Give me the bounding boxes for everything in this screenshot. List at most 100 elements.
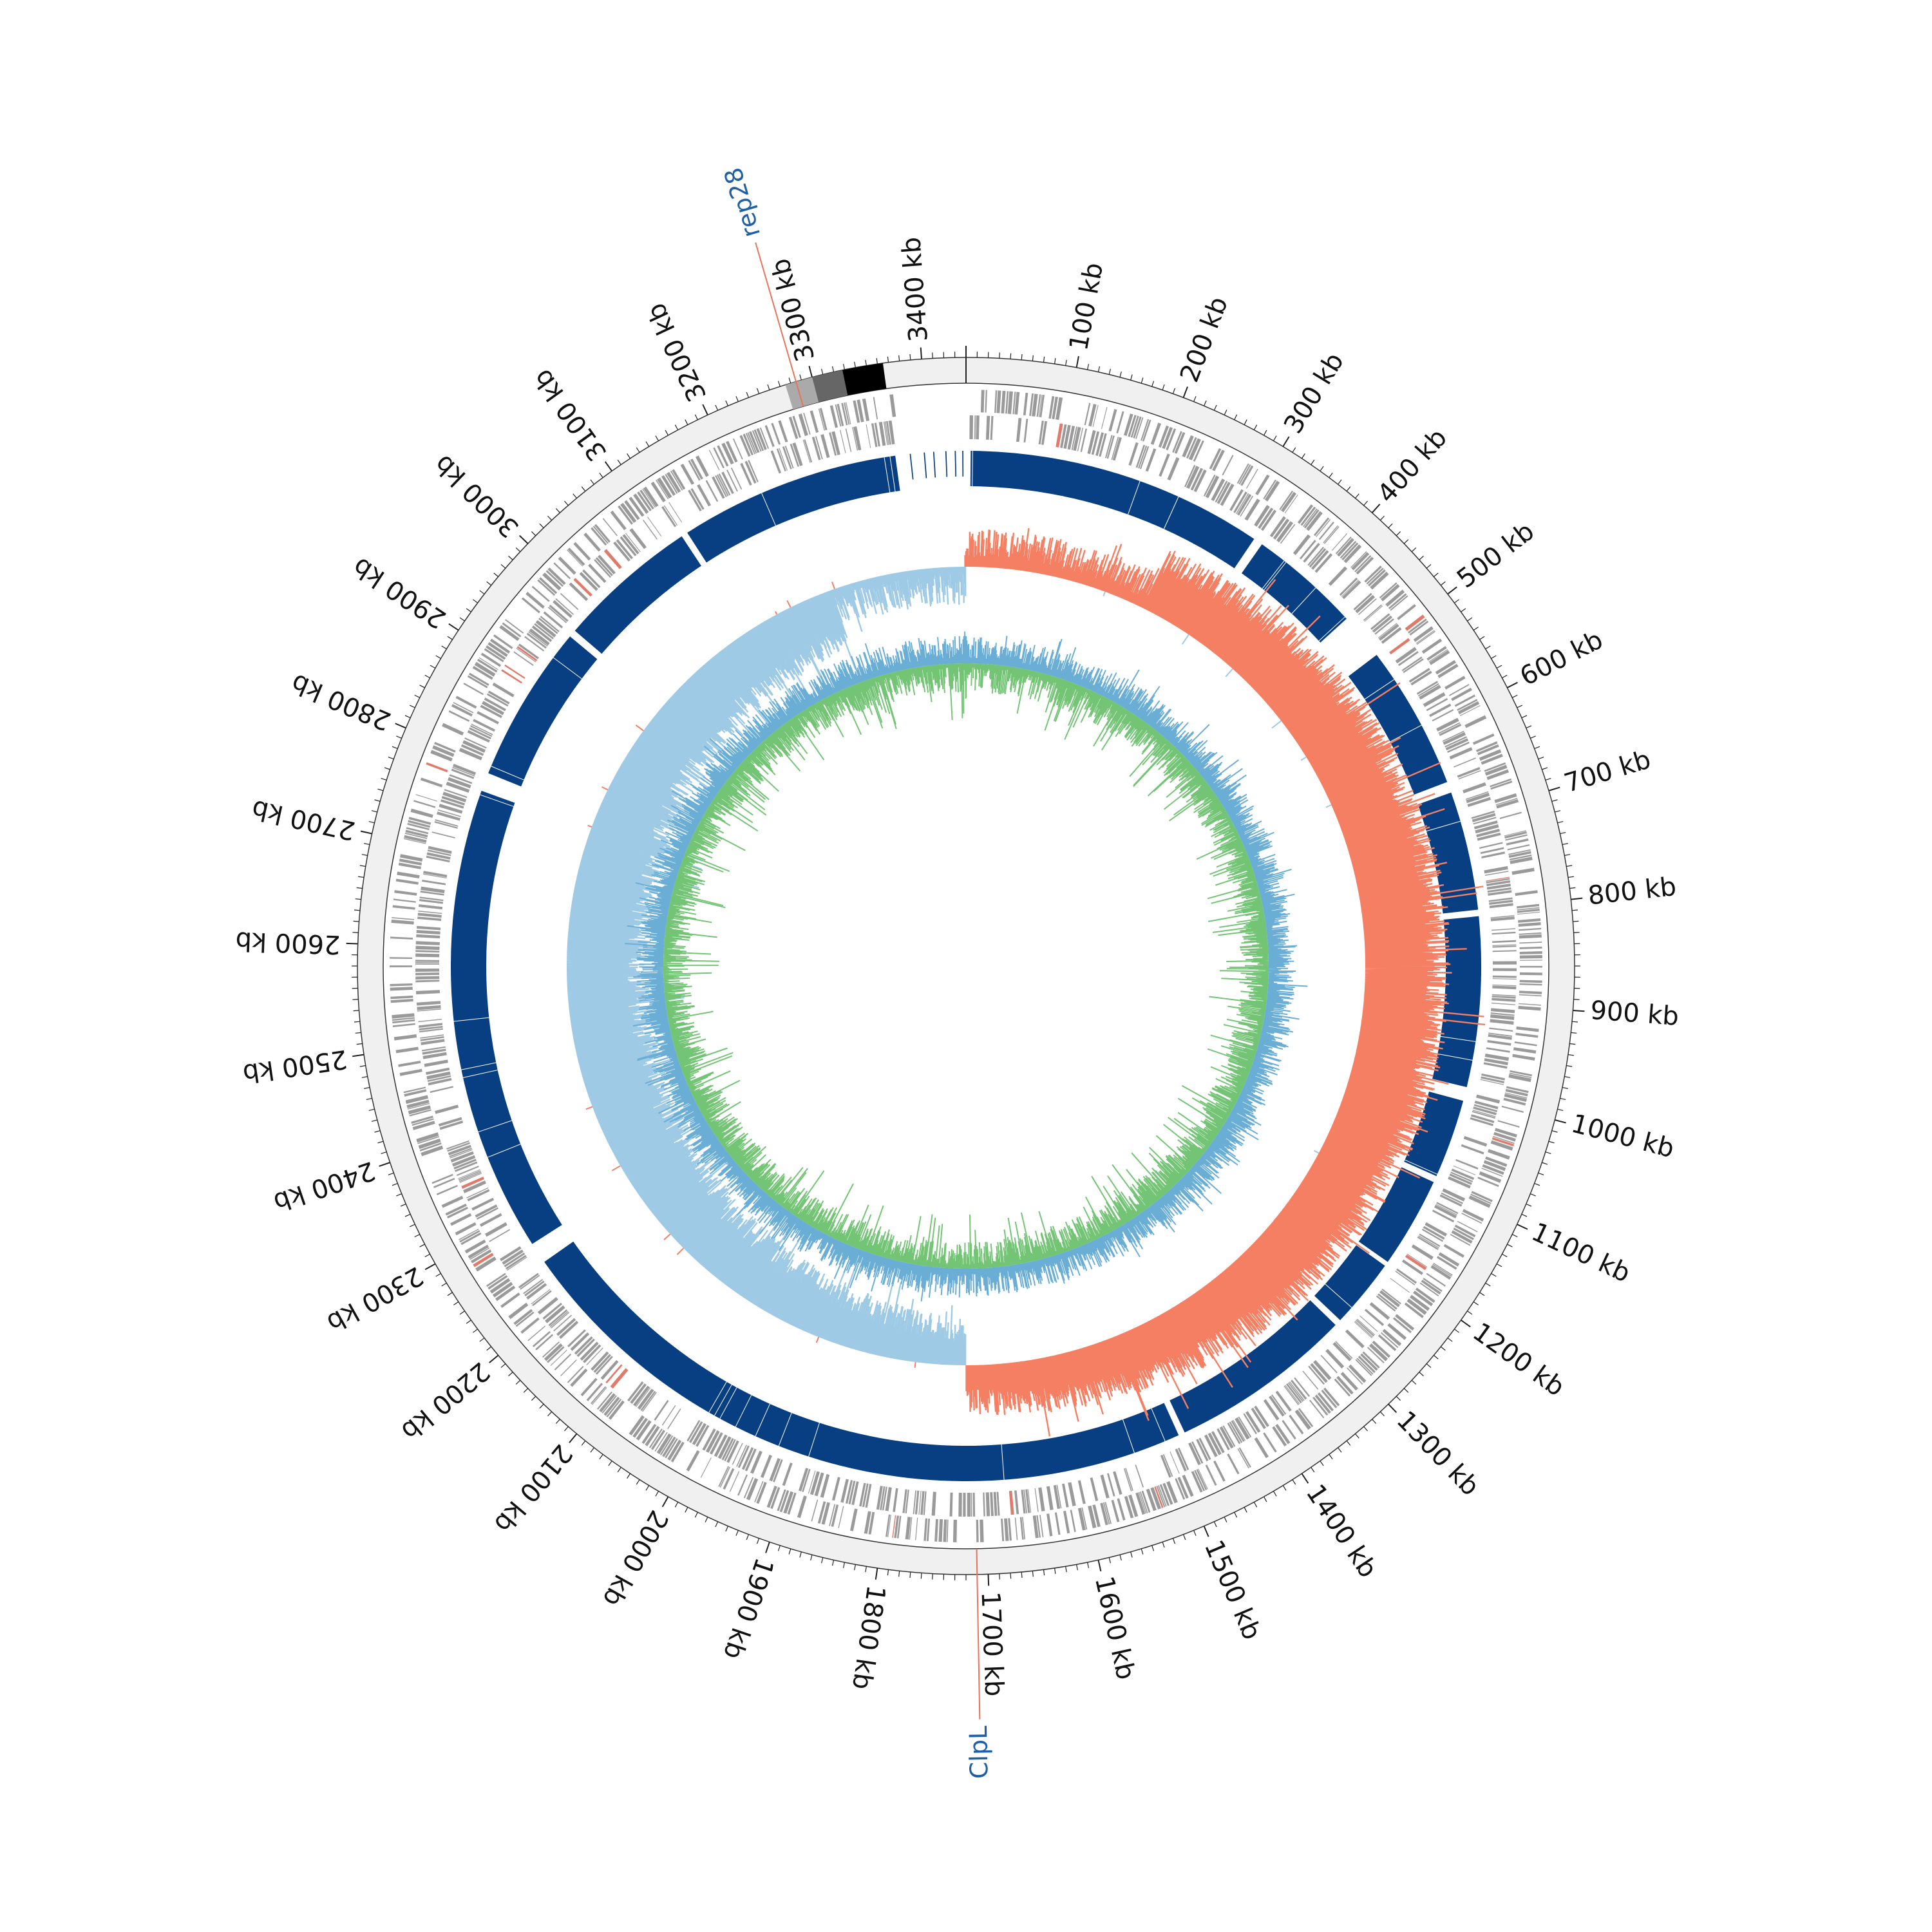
gene-feature [1492,994,1516,997]
gene-feature [1356,1319,1374,1337]
gene-feature [798,1468,809,1492]
minor-tick [788,1548,791,1555]
gene-feature [1381,627,1402,644]
gene-feature [477,711,499,724]
gene-feature [1188,438,1201,460]
gene-feature [418,1023,443,1028]
gene-feature [1492,940,1517,943]
gc-skew-spike [914,1361,916,1368]
gene-feature [444,789,468,799]
gene-feature [1077,1508,1086,1531]
gene-feature [553,562,571,580]
gene-feature [493,634,513,649]
gene-feature [1167,457,1180,480]
gene-feature [714,1434,728,1457]
gene-feature [1172,431,1182,453]
tick-label: 1300 kb [1391,1405,1485,1501]
minor-tick [1338,479,1342,485]
gene-feature [416,934,440,939]
tick-label: 2000 kb [596,1505,674,1611]
gene-feature [1240,465,1254,486]
annotation-line [755,242,804,407]
gene-feature [831,1504,839,1527]
gene-feature [594,524,611,543]
minor-tick [430,665,436,669]
gene-feature [488,641,508,658]
gene-feature [430,1086,454,1094]
gene-feature [408,1105,431,1115]
minor-tick [1329,1454,1333,1459]
gene-feature [1397,650,1419,667]
gene-feature [661,475,676,496]
gene-feature [1488,1032,1513,1037]
major-tick [1182,386,1188,398]
gene-feature [1483,1062,1508,1069]
gene-feature [433,1177,455,1188]
gene-feature [458,1170,481,1181]
minor-tick [1396,531,1401,536]
gene-feature [1430,1265,1452,1280]
gene-feature [650,1430,665,1450]
coverage-segment [544,1241,1179,1481]
gene-feature [527,1325,545,1341]
gene-feature [1492,985,1517,990]
gene-feature [1177,1477,1189,1499]
gene-feature [1451,687,1472,701]
minor-tick [531,531,536,536]
minor-tick [1183,1534,1186,1540]
gene-feature [1016,417,1022,442]
minor-tick [735,1530,739,1536]
gc-skew-negative [566,566,967,1366]
minor-tick [810,1555,813,1561]
gene-feature [484,1222,507,1237]
gene-feature [1421,638,1443,654]
gene-feature [882,1486,887,1511]
gene-feature [1077,428,1083,451]
gene-feature [447,1142,470,1152]
gene-feature [1517,908,1540,913]
gene-feature [811,1499,819,1522]
coverage-hairline [1151,1408,1166,1442]
gene-feature [923,1491,927,1515]
gene-feature [892,1515,896,1538]
gene-feature [713,447,724,469]
gene-feature [459,1173,482,1183]
gene-feature [859,1482,866,1507]
gene-feature [1067,426,1075,450]
minor-tick [1021,1572,1023,1578]
gc-skew-spike [815,1336,820,1343]
gene-feature [1084,402,1091,426]
gene-feature [1472,1110,1496,1117]
minor-tick [1253,424,1258,430]
gene-feature [406,827,429,835]
minor-tick [353,1010,359,1012]
gene-feature [549,605,569,622]
gene-feature [1354,1320,1374,1338]
minor-tick [617,459,621,465]
coverage-hairline [761,493,776,526]
gene-feature [1486,876,1510,882]
gene-feature [404,833,428,839]
gene-feature [547,567,566,585]
gene-feature [990,415,994,440]
minor-tick [735,396,739,402]
gene-feature [1217,482,1231,504]
gene-feature [1395,1314,1415,1331]
gene-feature [985,415,990,440]
coverage-segment [1404,1092,1464,1177]
gc-skew-spike [611,1165,621,1171]
gene-feature [1060,424,1067,448]
gene-feature [471,1197,495,1211]
gene-feature [417,913,442,918]
gene-feature [1392,1317,1412,1334]
gene-feature [1495,1128,1517,1138]
gene-feature [616,539,634,560]
gene-feature [845,402,851,424]
gene-feature [1419,685,1441,700]
gene-feature [1211,478,1226,502]
gene-feature [1341,542,1359,561]
gene-feature [501,669,522,684]
gene-feature [656,1433,672,1455]
gc-skew-spike [831,582,835,589]
minor-tick [424,674,430,679]
